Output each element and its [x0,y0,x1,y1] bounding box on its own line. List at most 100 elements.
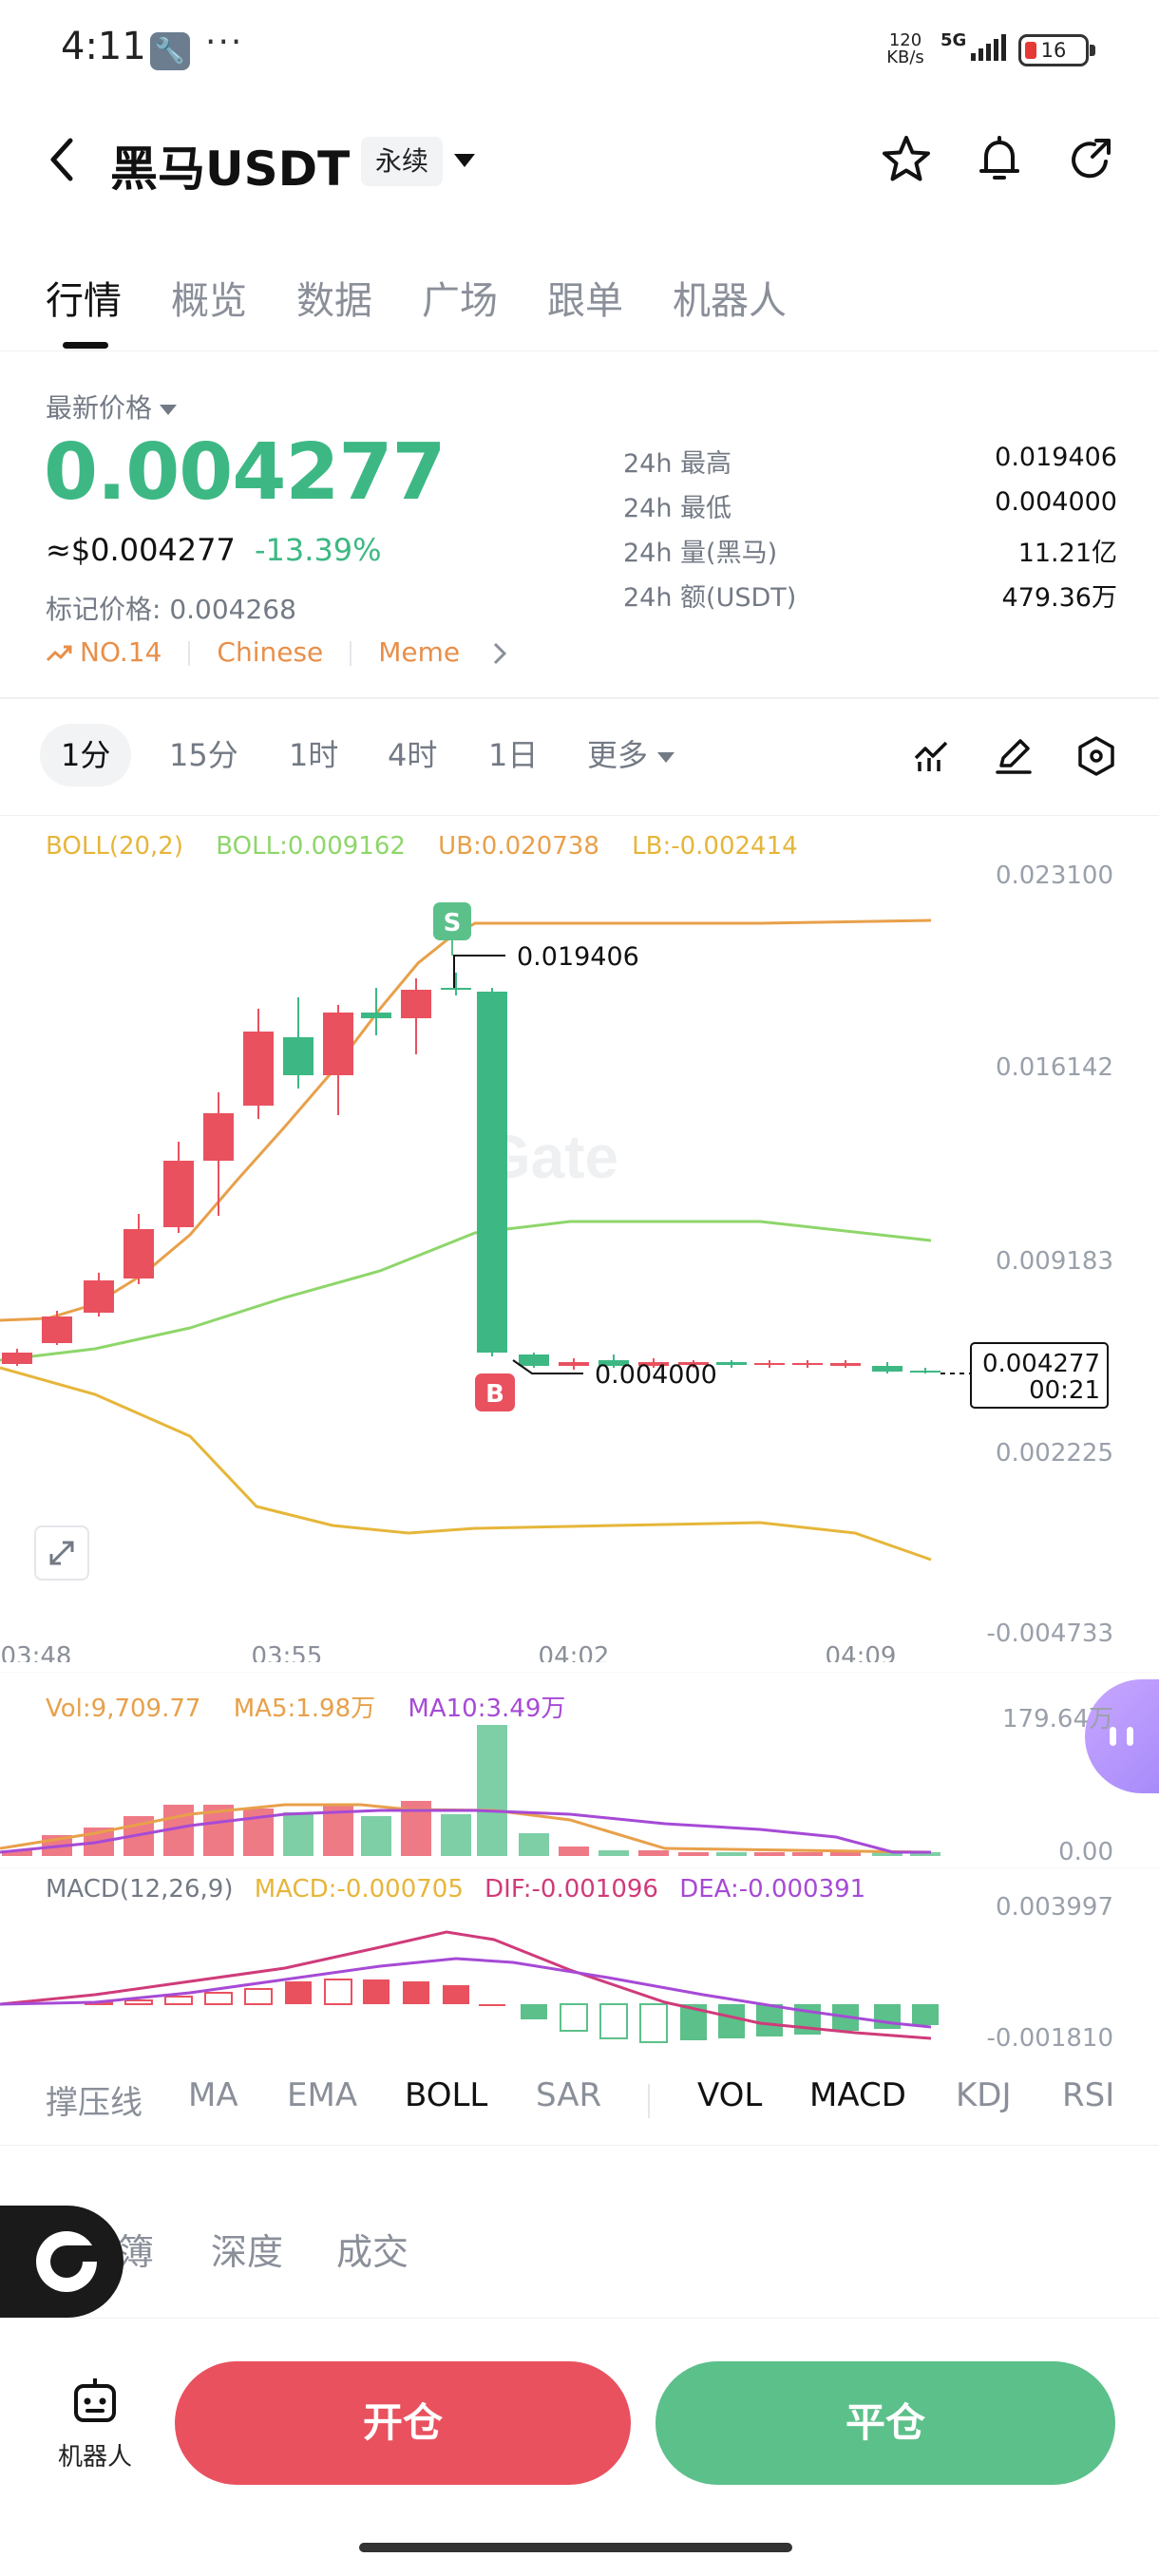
divider [0,697,1159,699]
indicator-chart-icon[interactable] [912,737,950,775]
price-type-selector[interactable]: 最新价格 [46,388,178,426]
indicator-macd[interactable]: MACD [809,2076,906,2114]
stat-label: 24h 量(黑马) [623,539,778,568]
interval-1h[interactable]: 1时 [289,737,339,773]
pair-dropdown-icon[interactable] [452,152,477,171]
legend-boll-mid: BOLL:0.009162 [216,832,406,861]
countdown-timer: 00:21 [1029,1376,1100,1405]
volume-bar [678,1852,709,1856]
sell-marker-label: S [444,909,462,938]
indicator-ma[interactable]: MA [188,2076,238,2114]
boll-mid-line [0,1220,932,1362]
indicator-ema[interactable]: EMA [287,2076,358,2114]
interval-1m[interactable]: 1分 [40,724,132,786]
divider [0,815,1159,816]
tab-data[interactable]: 数据 [296,279,372,323]
tab-overview[interactable]: 概览 [171,279,247,323]
interval-1d[interactable]: 1日 [488,737,539,773]
volume-bar [716,1852,747,1856]
buy-marker-label: B [485,1380,504,1409]
indicator-kdj[interactable]: KDJ [956,2076,1012,2114]
close-position-button[interactable]: 平仓 [656,2361,1115,2485]
kline-chart[interactable]: Gate0.0231000.0161420.0091830.002225-0.0… [0,817,1159,1662]
back-icon[interactable] [44,133,82,186]
indicator-rsi[interactable]: RSI [1062,2076,1115,2114]
volume-bar [477,1725,507,1856]
tab-market[interactable]: 行情 [46,279,122,323]
settings-hexagon-icon[interactable] [1075,735,1117,777]
contract-type-badge[interactable]: 永续 [361,137,443,186]
candle-body [441,988,471,990]
indicator-vol[interactable]: VOL [697,2076,763,2114]
macd-histogram-bar [718,2004,745,2038]
fullscreen-button[interactable] [34,1525,89,1581]
y-axis-tick: 0.016142 [996,1053,1113,1082]
candle-body [559,1362,589,1366]
tab-copy-trade[interactable]: 跟单 [547,279,623,323]
legend-vol: Vol:9,709.77 [46,1695,201,1723]
vol-axis-tick: 179.64万 [1002,1705,1113,1733]
stat-label: 24h 最低 [623,494,732,523]
pair-title[interactable]: 黑马USDT [110,142,351,197]
y-axis-tick: -0.004733 [987,1619,1113,1648]
low-price-label: 0.004000 [595,1360,717,1390]
legend-macd: MACD:-0.000705 [254,1875,464,1904]
interval-selector: 1分 15分 1时 4时 1日 更多 [40,724,1148,790]
candle-body [124,1229,154,1279]
volume-bar [519,1833,549,1856]
macd-histogram-bar [244,1988,273,2005]
interval-4h[interactable]: 4时 [388,737,438,773]
y-axis-tick: 0.023100 [996,862,1113,890]
candle-body [323,1013,353,1075]
network-type: 5G [940,30,967,50]
macd-histogram-bar [363,1979,390,2004]
volume-bar [638,1850,669,1856]
candle-body [910,1371,940,1373]
ma10-line [0,1809,931,1854]
bell-icon[interactable] [973,133,1026,186]
indicator-boll[interactable]: BOLL [405,2076,488,2114]
macd-legend: MACD(12,26,9) MACD:-0.000705 DIF:-0.0010… [46,1875,865,1904]
macd-chart[interactable]: 0.003997 -0.001810 [0,1867,1159,2057]
gate-logo-icon [36,2231,97,2292]
buy-marker [475,1373,515,1411]
macd-axis-tick: 0.003997 [996,1893,1113,1922]
floating-assistant-right[interactable] [1085,1679,1159,1793]
volume-chart[interactable]: 179.64万 0.00 [0,1672,1159,1862]
indicator-sar[interactable]: SAR [536,2076,602,2114]
tab-robot[interactable]: 机器人 [673,279,787,323]
main-tabs: 行情 概览 数据 广场 跟单 机器人 [0,256,1159,351]
tab-depth[interactable]: 深度 [211,2231,284,2273]
candle-body [84,1280,114,1313]
tab-square[interactable]: 广场 [422,279,498,323]
divider [0,2145,1159,2146]
ma5-line [0,1803,932,1854]
stat-value: 479.36万 [1001,583,1117,613]
coin-tags[interactable]: NO.14 Chinese Meme [46,636,510,668]
share-icon[interactable] [1064,133,1117,186]
wrench-icon: 🔧 [150,32,190,70]
macd-histogram-bar [479,2004,505,2006]
candle-body [519,1354,549,1366]
tag-meme: Meme [378,636,461,668]
status-time: 4:11 [61,25,146,68]
star-icon[interactable] [880,133,933,186]
tab-trades[interactable]: 成交 [336,2231,409,2273]
draw-pencil-icon[interactable] [994,737,1034,775]
high-price-label: 0.019406 [517,942,639,972]
robot-button[interactable]: 机器人 [49,2375,141,2472]
speed-value: 120 [888,30,922,50]
candle-body [42,1316,72,1343]
bottom-action-bar [0,2318,1159,2576]
volume-bar [754,1852,785,1856]
volume-bar [559,1847,589,1856]
open-position-button[interactable]: 开仓 [175,2361,631,2485]
volume-bar [2,1850,32,1856]
chevron-right-icon [494,642,507,665]
price-type-label: 最新价格 [46,392,153,424]
interval-15m[interactable]: 15分 [169,737,238,773]
floating-assistant-left[interactable] [0,2206,124,2318]
volume-bar [361,1816,391,1856]
interval-more[interactable]: 更多 [587,724,675,786]
indicator-support-resistance[interactable]: 撑压线 [46,2084,142,2122]
